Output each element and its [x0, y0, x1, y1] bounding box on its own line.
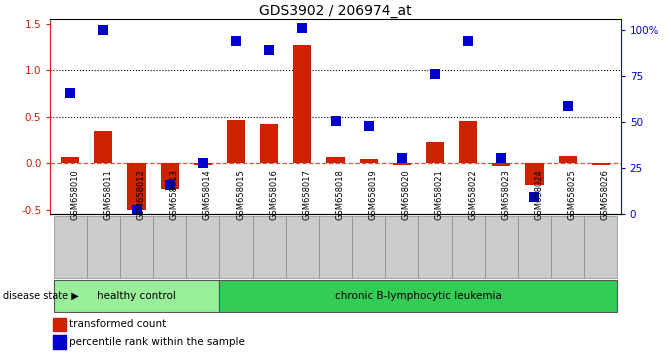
FancyBboxPatch shape: [187, 216, 219, 278]
Point: [65, 90, 76, 96]
Text: transformed count: transformed count: [69, 319, 166, 329]
Text: GSM658025: GSM658025: [568, 170, 576, 220]
Bar: [53, 335, 66, 349]
Point: [264, 47, 274, 53]
Bar: [127, 163, 146, 210]
FancyBboxPatch shape: [219, 216, 252, 278]
Bar: [326, 157, 345, 163]
Point: [297, 25, 308, 31]
Bar: [293, 45, 311, 163]
Point: [330, 118, 341, 123]
Text: GSM658023: GSM658023: [501, 170, 511, 220]
Point: [231, 38, 242, 44]
Text: GSM658022: GSM658022: [468, 170, 477, 220]
FancyBboxPatch shape: [385, 216, 419, 278]
Point: [529, 194, 540, 199]
Point: [562, 103, 573, 109]
Text: GSM658019: GSM658019: [368, 170, 378, 220]
Bar: [393, 163, 411, 165]
Point: [496, 155, 507, 160]
FancyBboxPatch shape: [452, 216, 484, 278]
Text: GSM658010: GSM658010: [70, 170, 79, 220]
FancyBboxPatch shape: [584, 216, 617, 278]
FancyBboxPatch shape: [153, 216, 187, 278]
Text: percentile rank within the sample: percentile rank within the sample: [69, 337, 245, 347]
Text: GSM658026: GSM658026: [601, 170, 610, 220]
Point: [429, 72, 440, 77]
Text: disease state ▶: disease state ▶: [3, 291, 79, 301]
FancyBboxPatch shape: [54, 216, 87, 278]
Bar: [94, 131, 113, 163]
Text: GSM658024: GSM658024: [535, 170, 544, 220]
Bar: [160, 163, 178, 189]
FancyBboxPatch shape: [286, 216, 319, 278]
Bar: [525, 163, 544, 185]
Text: GSM658014: GSM658014: [203, 170, 212, 220]
Point: [164, 183, 175, 188]
Bar: [53, 318, 66, 331]
Bar: [260, 124, 278, 163]
Bar: [426, 142, 444, 163]
Point: [463, 38, 474, 44]
Point: [131, 207, 142, 212]
Bar: [61, 157, 79, 163]
Text: chronic B-lymphocytic leukemia: chronic B-lymphocytic leukemia: [335, 291, 502, 301]
FancyBboxPatch shape: [484, 216, 518, 278]
Text: GSM658020: GSM658020: [402, 170, 411, 220]
FancyBboxPatch shape: [419, 216, 452, 278]
Text: GSM658017: GSM658017: [303, 170, 311, 220]
Bar: [493, 163, 511, 166]
Bar: [459, 120, 477, 163]
Point: [397, 155, 407, 160]
Text: healthy control: healthy control: [97, 291, 176, 301]
Text: GSM658018: GSM658018: [336, 170, 344, 220]
Text: GSM658015: GSM658015: [236, 170, 245, 220]
FancyBboxPatch shape: [352, 216, 385, 278]
FancyBboxPatch shape: [518, 216, 551, 278]
Text: GSM658016: GSM658016: [269, 170, 278, 220]
FancyBboxPatch shape: [551, 216, 584, 278]
Point: [363, 123, 374, 129]
Point: [197, 160, 208, 166]
Text: GSM658012: GSM658012: [136, 170, 146, 220]
Text: GSM658021: GSM658021: [435, 170, 444, 220]
FancyBboxPatch shape: [87, 216, 120, 278]
Bar: [360, 159, 378, 163]
FancyBboxPatch shape: [252, 216, 286, 278]
Bar: [558, 156, 577, 163]
FancyBboxPatch shape: [219, 280, 617, 312]
Bar: [194, 163, 212, 165]
Point: [98, 27, 109, 33]
FancyBboxPatch shape: [120, 216, 153, 278]
Text: GSM658011: GSM658011: [103, 170, 112, 220]
FancyBboxPatch shape: [319, 216, 352, 278]
FancyBboxPatch shape: [54, 280, 219, 312]
Title: GDS3902 / 206974_at: GDS3902 / 206974_at: [259, 5, 412, 18]
Text: GSM658013: GSM658013: [170, 170, 178, 220]
Bar: [592, 163, 610, 165]
Bar: [227, 120, 245, 163]
